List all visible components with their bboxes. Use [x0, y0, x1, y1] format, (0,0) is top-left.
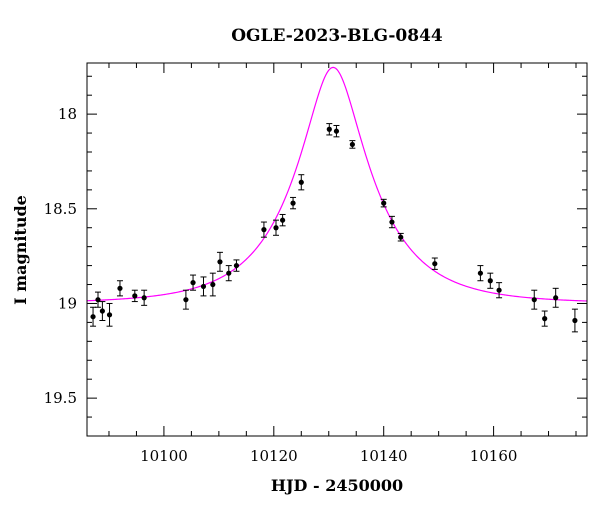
data-point [531, 289, 538, 310]
data-point-marker [531, 297, 537, 303]
data-point-marker [117, 285, 123, 291]
data-point-marker [398, 234, 404, 240]
x-tick-label: 10140 [360, 447, 408, 465]
data-point [233, 259, 240, 272]
plot-frame [86, 62, 588, 437]
data-point [141, 289, 148, 306]
data-point-marker [90, 314, 96, 320]
data-point-marker [99, 308, 105, 314]
data-point-marker [432, 261, 438, 267]
data-point [333, 124, 340, 138]
data-point [298, 174, 305, 191]
model-curve-line [86, 66, 588, 302]
data-point [279, 213, 286, 227]
model-curve-layer [86, 66, 588, 302]
data-point [477, 265, 484, 282]
data-point-marker [141, 295, 147, 301]
data-point [487, 272, 494, 289]
chart-title: OGLE-2023-BLG-0844 [231, 26, 443, 46]
data-point-marker [333, 128, 340, 134]
data-point-marker [190, 280, 196, 286]
data-point-marker [553, 295, 559, 301]
data-point [326, 123, 333, 136]
data-point [182, 289, 189, 310]
data-point-marker [487, 278, 493, 284]
data-point-marker [273, 225, 279, 231]
data-point-marker [183, 297, 189, 303]
y-tick-label: 18.5 [44, 200, 77, 218]
data-point-marker [477, 270, 484, 276]
data-point-marker [381, 200, 387, 206]
data-point [388, 215, 395, 229]
data-point [225, 265, 232, 282]
data-point-marker [210, 281, 216, 288]
x-tick-label: 10120 [250, 447, 298, 465]
data-point-marker [95, 297, 101, 303]
data-point-marker [326, 126, 332, 132]
data-point [209, 272, 216, 297]
data-point [216, 251, 223, 272]
data-point-marker [349, 141, 355, 148]
data-point-marker [280, 217, 286, 223]
data-point-marker [132, 293, 138, 299]
data-point [541, 310, 548, 327]
data-point [260, 221, 267, 238]
x-tick-label: 10160 [470, 447, 518, 465]
data-point [273, 219, 280, 236]
data-point-marker [542, 316, 548, 322]
data-point-marker [298, 179, 304, 185]
y-axis-label: I magnitude [11, 195, 30, 305]
data-point [190, 274, 197, 291]
data-point [131, 289, 138, 303]
data-point [90, 306, 97, 327]
data-point-marker [261, 227, 267, 233]
data-point [290, 196, 297, 210]
y-tick-label: 18 [58, 105, 77, 123]
data-point [552, 287, 559, 308]
data-point-marker [496, 287, 502, 293]
data-point-marker [233, 262, 240, 269]
data-point [94, 291, 101, 308]
y-tick-label: 19.5 [44, 389, 77, 407]
x-axis-label: HJD - 2450000 [271, 476, 403, 495]
x-tick-label: 10100 [140, 447, 188, 465]
data-point [200, 276, 207, 297]
axis-ticks: 10100 10120 10140 10160 18 18.5 19 19.5 [44, 63, 587, 465]
data-point [431, 257, 438, 270]
data-point-marker [106, 312, 113, 318]
data-points-layer [90, 123, 578, 333]
y-tick-label: 19 [58, 294, 77, 312]
data-point-marker [217, 259, 223, 265]
data-point-marker [389, 219, 395, 225]
data-point-marker [572, 317, 578, 324]
data-point [349, 140, 356, 149]
data-point [397, 232, 404, 242]
data-point-marker [226, 270, 232, 276]
data-point [571, 308, 578, 333]
data-point [106, 302, 113, 327]
data-point [380, 198, 387, 208]
data-point-marker [200, 283, 207, 290]
data-point-marker [290, 200, 296, 206]
data-point [496, 282, 503, 299]
data-point [116, 280, 123, 297]
data-point [99, 301, 106, 322]
